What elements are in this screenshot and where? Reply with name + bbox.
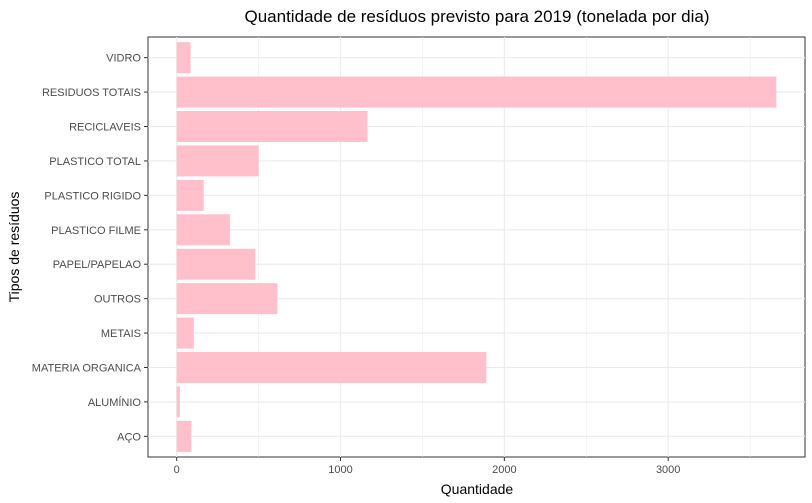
bar-materia-organica [176, 352, 487, 383]
x-tick-label: 2000 [492, 464, 516, 476]
y-tick-label: AÇO [117, 431, 141, 443]
y-tick-label: PLASTICO RIGIDO [44, 190, 141, 202]
y-tick-label: PAPEL/PAPELAO [53, 259, 142, 271]
bar-vidro [176, 42, 191, 74]
bar-papel-papelao [176, 248, 256, 280]
x-axis-title: Quantidade [441, 481, 514, 497]
bar-reciclaveis [176, 111, 368, 142]
y-tick-label: VIDRO [106, 53, 141, 65]
bar-alum-nio [176, 386, 180, 418]
plot-panel-border [147, 36, 806, 458]
y-tick-label: METAIS [101, 328, 141, 340]
x-tick-label: 1000 [328, 464, 352, 476]
y-axis-ticks: VIDRO RESIDUOS TOTAIS RECICLAVEIS PLASTICO … [32, 53, 148, 443]
y-tick-label: PLASTICO FILME [51, 225, 141, 237]
bar-plastico-total [176, 145, 259, 177]
x-tick-label: 3000 [656, 464, 680, 476]
bar-plastico-rigido [176, 179, 204, 211]
y-tick-label: OUTROS [94, 294, 141, 306]
x-axis-ticks: 0 1000 2000 3000 [174, 457, 680, 476]
y-tick-label: PLASTICO TOTAL [49, 156, 141, 168]
y-tick-label: ALUMÍNIO [88, 396, 142, 409]
bar-metais [176, 317, 194, 349]
bar-a-o [176, 420, 192, 452]
y-tick-label: MATERIA ORGANICA [32, 362, 142, 374]
y-axis-title: Tipos de resíduos [6, 192, 22, 303]
bars [176, 42, 777, 452]
x-tick-label: 0 [174, 464, 180, 476]
y-tick-label: RESIDUOS TOTAIS [42, 87, 141, 99]
y-tick-label: RECICLAVEIS [69, 122, 141, 134]
chart-title: Quantidade de resíduos previsto para 201… [245, 7, 710, 26]
bar-outros [176, 283, 278, 315]
bar-residuos-totais [176, 76, 777, 108]
bar-plastico-filme [176, 214, 230, 246]
